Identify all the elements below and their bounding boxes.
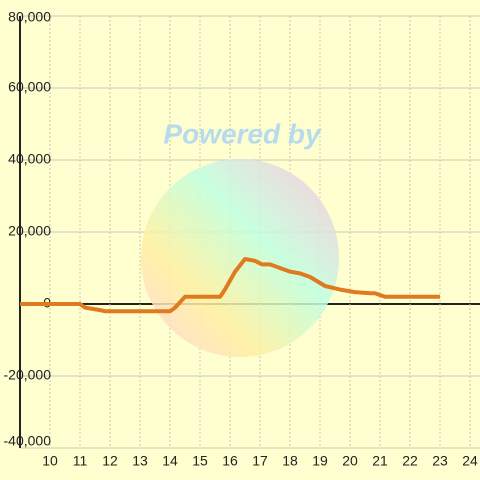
- x-tick-label: 22: [402, 453, 418, 469]
- data-line: [20, 257, 441, 314]
- y-tick-label: 80,000: [8, 9, 51, 25]
- plot: -40,000-20,000020,00040,00060,00080,0001…: [4, 9, 478, 469]
- y-tick-label: -20,000: [4, 367, 52, 383]
- x-tick-label: 17: [252, 453, 268, 469]
- x-tick-label: 20: [342, 453, 358, 469]
- x-tick-label: 21: [372, 453, 388, 469]
- x-tick-label: 18: [282, 453, 298, 469]
- x-tick-label: 14: [162, 453, 178, 469]
- watermark-logo: [141, 159, 339, 357]
- x-tick-label: 12: [102, 453, 118, 469]
- x-tick-label: 15: [192, 453, 208, 469]
- x-tick-label: 11: [73, 453, 88, 469]
- y-tick-label: 20,000: [8, 223, 51, 239]
- x-tick-label: 13: [132, 453, 148, 469]
- x-tick-label: 10: [42, 453, 58, 469]
- y-tick-label: 40,000: [8, 151, 51, 167]
- y-tick-label: 60,000: [8, 79, 51, 95]
- x-tick-label: 23: [432, 453, 448, 469]
- x-tick-label: 16: [222, 453, 238, 469]
- x-tick-label: 19: [312, 453, 328, 469]
- watermark-text: Powered by: [163, 118, 322, 149]
- y-tick-label: -40,000: [4, 433, 52, 449]
- x-tick-label: 24: [462, 453, 478, 469]
